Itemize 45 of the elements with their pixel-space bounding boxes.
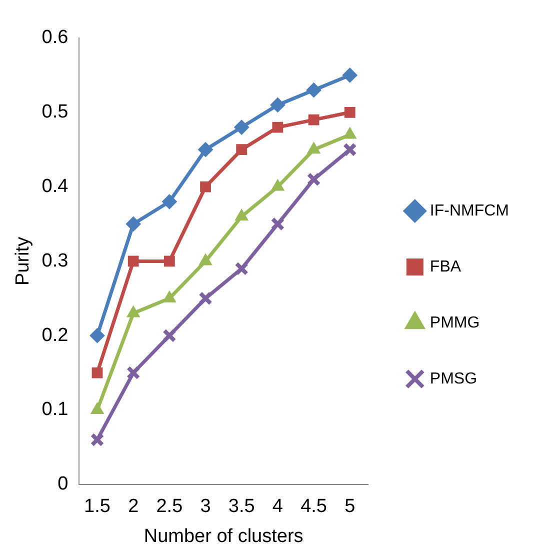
point: [344, 106, 356, 118]
point: [200, 181, 211, 192]
point: [162, 194, 177, 210]
point: [90, 328, 105, 344]
y-tick-label: 0.6: [42, 27, 68, 48]
x-tick-label: 5: [344, 496, 356, 518]
point: [162, 328, 176, 343]
legend-label: FBA: [430, 258, 462, 276]
x-tick-label: 2.5: [156, 496, 183, 518]
x-tick-label: 2: [128, 496, 139, 518]
point: [236, 144, 248, 156]
point: [306, 172, 321, 186]
y-tick-label: 0.2: [42, 324, 68, 346]
legend-label: IF-NMFCM: [430, 202, 510, 220]
x-tick-label: 3.5: [228, 496, 255, 518]
point: [234, 120, 250, 135]
point: [198, 142, 214, 158]
x-tick-label: 4: [272, 496, 284, 518]
y-axis-title: Purity: [12, 236, 34, 286]
point: [90, 432, 104, 447]
y-tick-label: 0.3: [42, 250, 68, 272]
x-tick-label: 1.5: [84, 496, 110, 518]
legend-label: PMSG: [430, 370, 478, 388]
point: [270, 97, 286, 112]
point: [272, 122, 284, 133]
point: [308, 114, 320, 126]
point: [306, 82, 322, 98]
point: [342, 142, 357, 157]
point: [128, 256, 139, 267]
point: [126, 216, 141, 232]
point: [342, 68, 358, 83]
point: [198, 291, 212, 306]
y-tick-label: 0.1: [42, 399, 68, 420]
point: [270, 217, 285, 231]
point: [234, 262, 249, 276]
legend-label: PMMG: [430, 314, 480, 332]
y-tick-label: 0.4: [42, 176, 69, 198]
x-tick-label: 4.5: [300, 496, 327, 518]
point: [126, 366, 140, 380]
point: [92, 367, 103, 378]
y-tick-label: 0: [58, 474, 68, 495]
y-tick-label: 0.5: [42, 102, 68, 123]
x-tick-label: 3: [200, 496, 211, 518]
point: [164, 256, 175, 267]
x-axis-title: Number of clusters: [144, 526, 304, 547]
